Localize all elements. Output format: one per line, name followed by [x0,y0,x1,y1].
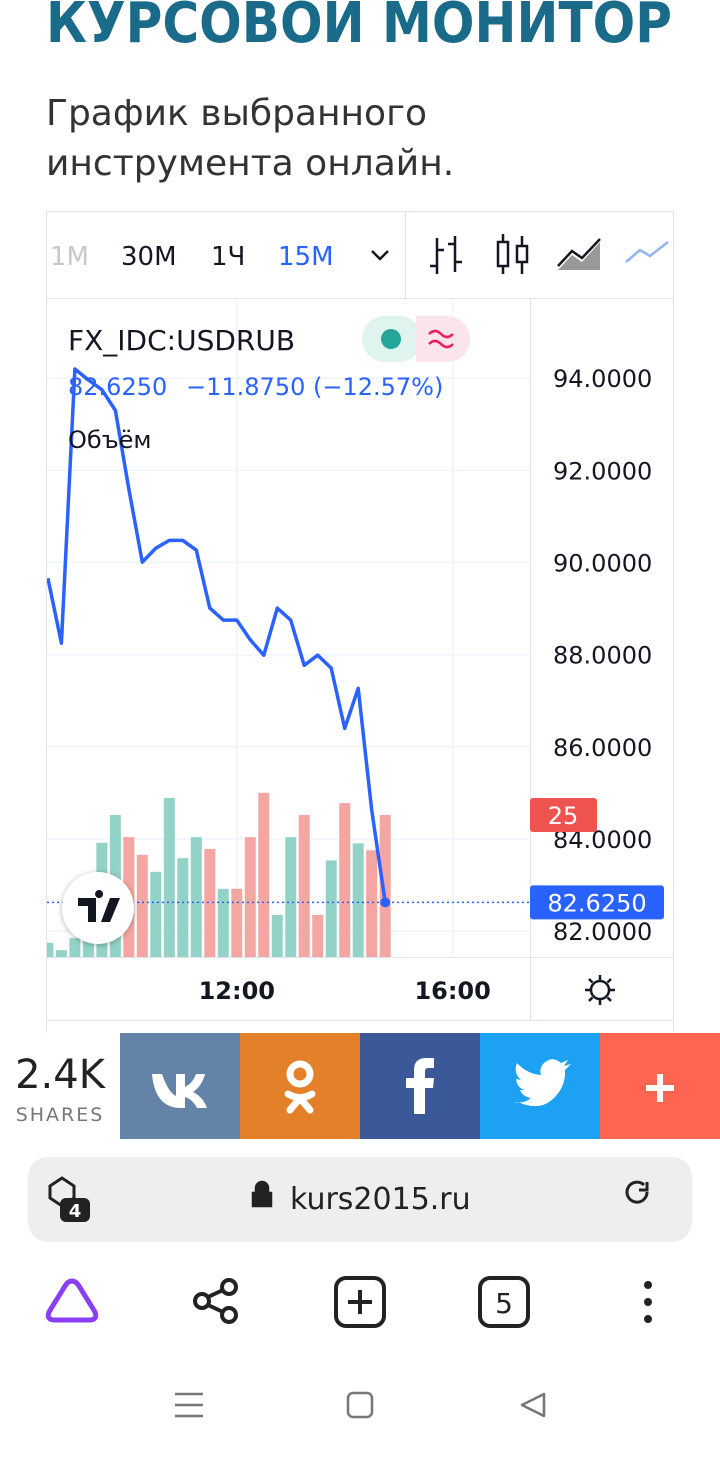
subtitle: инструмента онлайн. [46,143,454,184]
interval-dropdown[interactable] [371,250,389,261]
volume-bar [69,938,81,957]
url[interactable]: kurs2015.ru [290,1182,471,1217]
settings-icon[interactable] [585,975,615,1005]
recent-apps-button[interactable] [175,1392,203,1418]
volume-bar [325,860,337,957]
lock-icon [251,1180,273,1208]
price-line [47,367,387,903]
y-tick-label: 94.0000 [553,365,652,393]
volume-bar [379,814,391,957]
volume-bar [271,914,283,957]
interval-button[interactable]: 30M [121,242,177,272]
share-page-button[interactable] [193,1278,238,1324]
last-price-dot [380,897,391,908]
bars-style-icon[interactable] [430,236,462,274]
symbol-name: FX_IDC:USDRUB [68,324,295,357]
y-tick-label: 88.0000 [553,642,652,670]
volume-bar [258,792,270,957]
facebook-icon [406,1058,434,1114]
address-bar[interactable] [28,1157,692,1242]
x-tick-label: 16:00 [414,977,490,1005]
plot-area: 82.000084.000086.000088.000090.000092.00… [47,298,664,1005]
status-pill [416,316,436,362]
volume-bar [190,837,202,957]
ok-icon [284,1060,316,1114]
chart-overlay: FX_IDC:USDRUB 82.6250 −11.8750 (−12.57%)… [62,316,470,944]
volume-bar [231,888,243,957]
market-open-dot [381,329,401,349]
price-change: −11.8750 (−12.57%) [186,373,443,401]
delayed-data-icon [428,329,454,349]
y-tick-label: 92.0000 [553,457,652,485]
tabs-count: 5 [495,1287,513,1320]
volume-legend: Объём [68,426,152,454]
volume-bar [55,950,67,957]
tradingview-logo-mark [78,890,120,922]
volume-bar [217,888,229,957]
tabs-button[interactable] [478,1276,530,1328]
volume-bar [204,849,216,957]
plus-icon [646,1074,674,1102]
last-price: 82.6250 [68,373,167,401]
volume-bar [177,858,189,957]
site-title[interactable]: КУРСОВОЙ МОНИТОР [46,0,672,56]
volume-bar [352,843,364,957]
interval-button[interactable]: 15M [278,242,334,272]
reload-icon[interactable] [625,1180,649,1204]
twitter-icon [514,1059,571,1107]
home-button[interactable] [346,1391,374,1419]
y-tick-label: 86.0000 [553,734,652,762]
volume-bar [312,914,324,957]
volume-last-label-box [530,797,597,832]
volume-bar [150,871,162,957]
new-tab-button[interactable] [334,1276,386,1328]
share-label: SHARES [16,1104,105,1126]
share-count-box [0,1033,120,1139]
tradingview-logo[interactable] [62,872,134,944]
volume-bar [366,850,378,957]
last-price-label-box [530,885,664,920]
interval-button[interactable]: 1Ч [211,242,245,272]
subtitle: График выбранного [46,93,427,134]
alice-button[interactable] [45,1278,99,1323]
menu-button[interactable] [644,1281,652,1323]
volume-last-label: 25 [548,802,579,830]
protect-badge [60,1198,90,1222]
line-style-icon[interactable] [625,241,669,263]
volume-bar [285,837,297,957]
volume-bar [136,854,148,957]
volume-bar [244,837,256,957]
y-tick-label: 90.0000 [553,550,652,578]
area-style-icon[interactable] [557,238,601,270]
y-tick-label: 82.0000 [553,918,652,946]
volume-bar [82,939,94,957]
volume-bar [47,942,54,957]
back-button[interactable] [520,1392,546,1418]
protect-badge-count: 4 [69,1201,82,1222]
x-tick-label: 12:00 [199,977,275,1005]
candles-style-icon[interactable] [496,234,529,274]
vk-icon [152,1074,207,1108]
volume-bar [163,797,175,957]
last-price-label: 82.6250 [547,889,646,917]
volume-bar [298,814,310,957]
share-count: 2.4K [15,1052,107,1098]
volume-bar [339,803,351,957]
interval-button[interactable]: 1M [50,242,89,272]
